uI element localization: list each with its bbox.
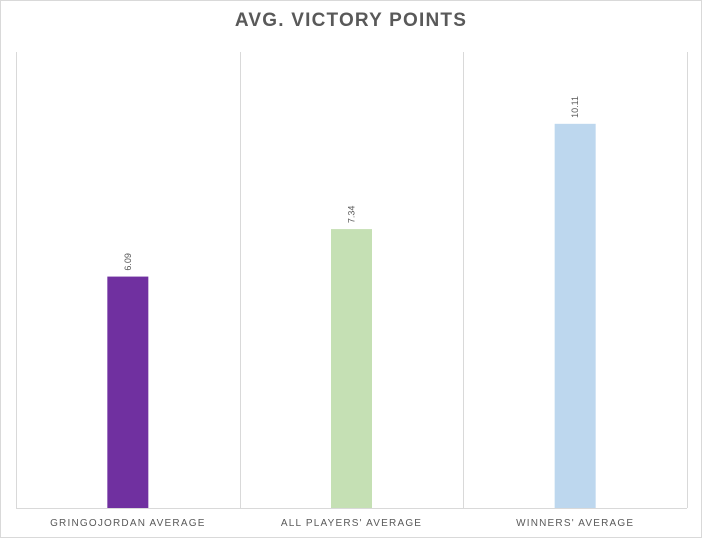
bar [107,276,149,508]
chart-title: AVG. VICTORY POINTS [234,10,468,31]
x-tick-label: ALL PLAYERS' AVERAGE [281,518,422,529]
data-label: 7.34 [347,206,357,224]
bars [107,123,596,508]
data-labels: 6.09 7.34 10.11 [123,96,580,271]
bar [331,229,372,508]
x-tick-label: GRINGOJORDAN AVERAGE [50,518,206,529]
data-label: 6.09 [123,253,133,271]
x-tick-label: WINNERS' AVERAGE [516,518,634,529]
gridlines [16,52,688,508]
data-label: 10.11 [570,96,580,118]
bar [554,123,596,508]
x-axis: GRINGOJORDAN AVERAGE ALL PLAYERS' AVERAGE… [16,508,687,529]
